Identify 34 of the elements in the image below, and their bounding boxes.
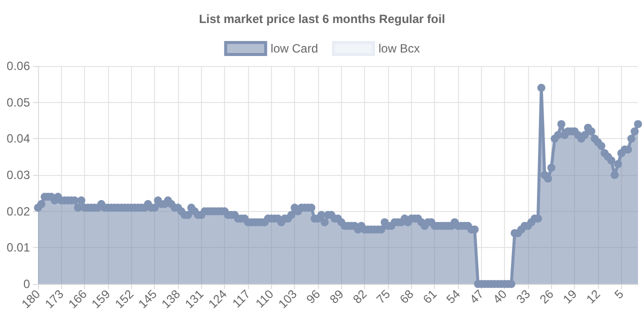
x-tick-label: 61: [420, 286, 440, 306]
x-tick-label: 5: [612, 286, 627, 302]
legend-label: low Bcx: [378, 42, 420, 56]
x-tick-label: 166: [66, 286, 90, 312]
y-tick-label: 0.02: [6, 204, 30, 218]
x-tick-label: 138: [158, 286, 184, 312]
x-tick-label: 47: [466, 286, 487, 306]
x-tick-label: 54: [444, 286, 464, 306]
x-tick-label: 75: [374, 286, 394, 306]
x-tick-label: 159: [88, 286, 114, 312]
y-tick-label: 0.04: [6, 132, 30, 146]
x-tick-label: 89: [326, 286, 347, 306]
x-tick-label: 173: [42, 286, 67, 312]
y-tick-label: 0.06: [6, 59, 30, 73]
x-tick-label: 82: [350, 286, 370, 306]
x-tick-label: 117: [230, 286, 254, 310]
chart-title: List market price last 6 months Regular foil: [198, 12, 446, 26]
x-tick-label: 12: [584, 286, 604, 306]
x-tick-label: 26: [536, 286, 557, 306]
legend-label: low Card: [270, 42, 318, 56]
x-tick-label: 19: [560, 286, 580, 306]
y-tick-label: 0.03: [6, 168, 30, 182]
x-tick-label: 33: [514, 286, 534, 306]
x-tick-label: 103: [276, 286, 300, 312]
x-tick-label: 124: [206, 286, 230, 312]
x-tick-label: 131: [182, 286, 207, 312]
y-tick-label: 0.01: [6, 240, 30, 255]
x-tick-label: 96: [304, 286, 324, 306]
x-tick-label: 110: [252, 286, 277, 310]
x-tick-label: 40: [490, 286, 510, 306]
x-tick-label: 68: [396, 286, 417, 306]
x-tick-label: 145: [136, 286, 160, 312]
y-tick-label: 0.05: [6, 95, 30, 110]
x-tick-label: 152: [112, 286, 137, 312]
